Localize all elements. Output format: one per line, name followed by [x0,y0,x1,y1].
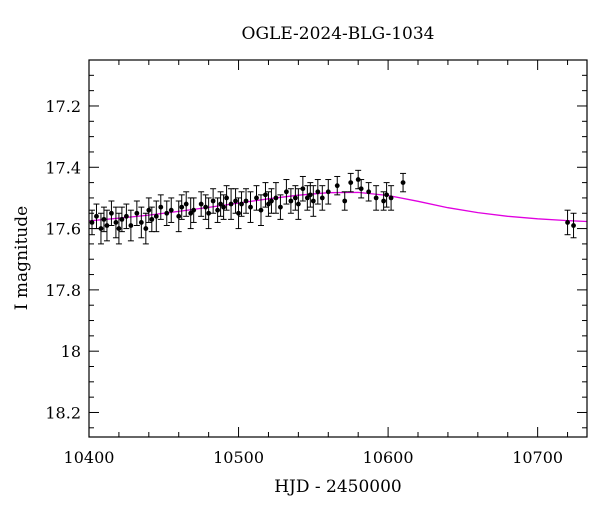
data-point [263,192,268,198]
data-point [278,204,283,210]
y-tick-label: 17.8 [45,281,81,300]
data-point [221,204,226,210]
y-tick-label: 18 [61,342,81,361]
data-point [134,210,140,216]
data-point [176,213,182,219]
data-point [304,195,310,201]
plot-area: 10400 10500 10600 10700 17.2 17.4 17.6 17.8 18 18… [45,59,588,467]
data-point [218,201,224,207]
y-tick-label: 18.2 [45,403,81,422]
data-point [119,216,125,222]
data-point [288,198,294,204]
data-point [236,210,241,216]
data-point [239,201,244,207]
model-curve [88,191,588,223]
data-point [146,207,152,213]
data-point [571,223,576,228]
data-point [315,189,321,195]
data-point [284,189,289,195]
data-point [269,198,274,204]
data-point [358,186,364,192]
data-point [143,226,149,231]
x-tick-label: 10400 [64,448,115,467]
data-point [266,201,271,207]
data-point [191,207,197,213]
x-axis-label: HJD - 2450000 [274,477,402,497]
data-point [307,192,313,198]
data-point [366,189,372,195]
data-point [153,213,159,219]
data-point [388,195,394,201]
data-point [94,213,99,219]
data-point [179,204,185,210]
data-point [565,220,570,225]
data-point [248,204,253,210]
data-point [400,180,406,186]
data-point [342,198,348,204]
data-point [183,201,189,207]
data-point [319,195,325,201]
y-tick-label: 17.4 [45,158,81,177]
data-point [300,186,306,192]
data-point [310,198,316,204]
data-point [168,207,174,213]
data-point [206,210,212,216]
x-tick-label: 10500 [213,448,264,467]
data-point [373,195,379,201]
data-point [116,226,122,231]
x-tick-label: 10700 [512,448,563,467]
data-point [348,180,354,186]
data-point [334,183,340,189]
chart-title: OGLE-2024-BLG-1034 [242,24,435,44]
data-point [203,204,209,210]
data-point [258,207,264,213]
data-point [98,226,104,231]
x-tick-label: 10600 [363,448,414,467]
data-point [292,195,298,201]
data-point [138,220,144,225]
data-point [381,198,387,204]
y-axis-label: I magnitude [12,206,32,310]
y-tick-label: 17.6 [45,220,81,239]
data-point [254,195,259,201]
data-point [215,207,221,213]
data-point [113,220,119,225]
data-point [228,201,234,207]
data-point [123,213,129,219]
data-point [210,198,216,204]
data-point [149,216,155,222]
data-point [243,198,249,204]
data-point [224,195,229,201]
data-point [158,204,164,210]
y-tick-label: 17.2 [45,97,81,116]
data-point [109,210,114,216]
data-point [104,223,110,228]
data-point [89,220,95,225]
data-point [101,216,107,222]
data-point [128,223,134,228]
plot-frame [88,59,588,438]
data-point [164,210,170,216]
data-point [198,201,204,207]
data-point [273,195,279,201]
data-point [384,192,390,198]
data-point [295,201,301,207]
data-point [188,210,194,216]
data-point [233,198,238,204]
data-point [325,189,331,195]
